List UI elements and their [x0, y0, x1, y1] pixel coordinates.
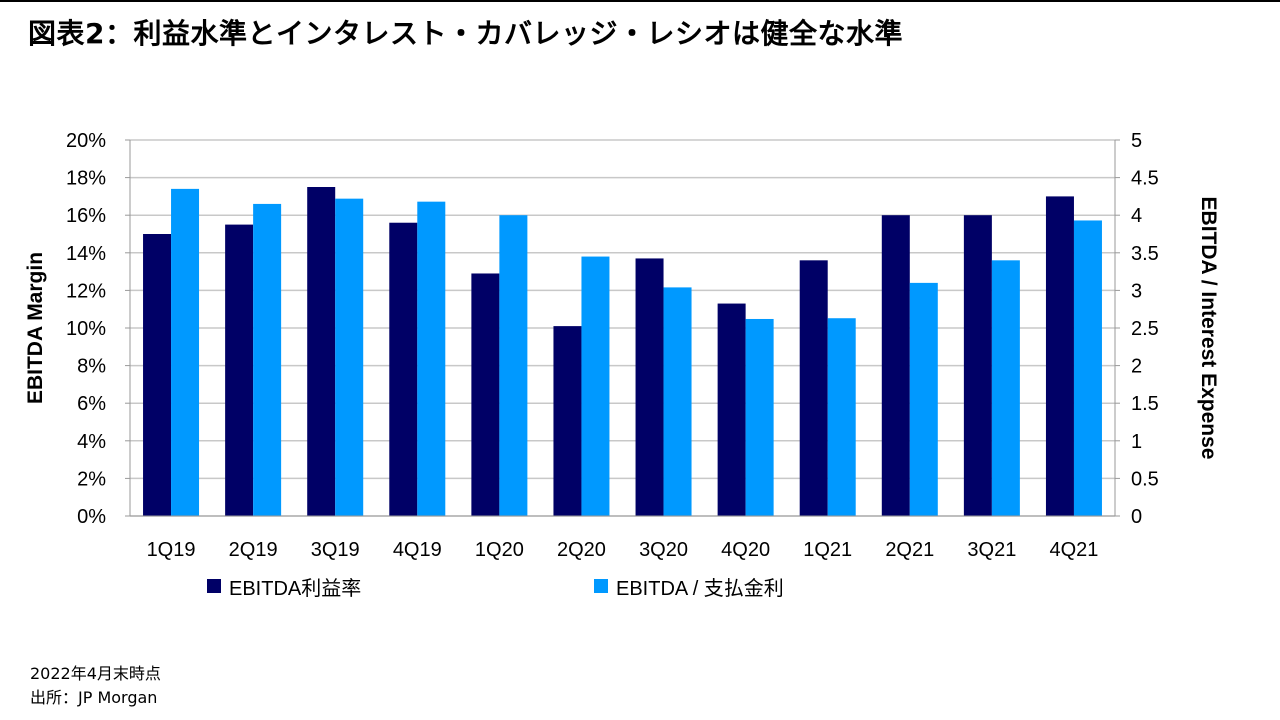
bar-ebitda-margin [635, 258, 664, 516]
x-tick-label: 1Q21 [803, 539, 852, 561]
y-left-axis-title: EBITDA Margin [24, 252, 47, 404]
bar-ebitda-margin [389, 222, 418, 516]
left-tick-label: 10% [66, 318, 106, 340]
bar-ebitda-margin [799, 260, 828, 516]
bar-ebitda-margin [717, 303, 746, 516]
x-tick-label: 3Q21 [967, 539, 1016, 561]
footnote-date: 2022年4月末時点 [30, 664, 161, 683]
bar-ebitda-margin [1045, 196, 1074, 516]
bar-ebitda-margin [471, 273, 500, 516]
right-tick-label: 3.5 [1131, 243, 1159, 265]
x-tick-label: 2Q21 [885, 539, 934, 561]
x-tick-label: 1Q19 [147, 539, 196, 561]
legend-swatch [207, 579, 221, 593]
legend-label: EBITDA利益率 [229, 577, 361, 600]
x-tick-label: 4Q19 [393, 539, 442, 561]
left-tick-label: 14% [66, 243, 106, 265]
x-tick-label: 4Q20 [721, 539, 770, 561]
bar-ebitda-margin [963, 215, 992, 516]
bar-interest-coverage [499, 215, 528, 516]
footnote-source: 出所：JP Morgan [30, 688, 158, 707]
x-tick-label: 4Q21 [1049, 539, 1098, 561]
x-tick-label: 2Q20 [557, 539, 606, 561]
y-right-axis-title: EBITDA / Interest Expense [1197, 197, 1220, 460]
bar-interest-coverage [991, 260, 1020, 516]
bar-interest-coverage [909, 282, 938, 516]
bar-interest-coverage [253, 203, 282, 517]
left-tick-label: 2% [77, 468, 106, 490]
right-tick-label: 4 [1131, 205, 1142, 227]
right-tick-label: 1.5 [1131, 393, 1159, 415]
right-tick-label: 1 [1131, 431, 1142, 453]
left-tick-label: 12% [66, 280, 106, 302]
right-tick-label: 3 [1131, 280, 1142, 302]
left-tick-label: 18% [66, 168, 106, 190]
right-tick-label: 4.5 [1131, 168, 1159, 190]
right-tick-label: 2 [1131, 356, 1142, 378]
bar-interest-coverage [581, 256, 610, 516]
bar-ebitda-margin [225, 224, 254, 516]
right-tick-label: 0.5 [1131, 468, 1159, 490]
legend-swatch [594, 579, 608, 593]
bar-ebitda-margin [553, 326, 582, 516]
left-tick-label: 16% [66, 205, 106, 227]
top-rule [0, 0, 1280, 2]
x-tick-label: 2Q19 [229, 539, 278, 561]
x-tick-label: 3Q20 [639, 539, 688, 561]
x-tick-label: 3Q19 [311, 539, 360, 561]
right-tick-label: 0 [1131, 506, 1142, 528]
right-tick-label: 5 [1131, 130, 1142, 152]
right-tick-label: 2.5 [1131, 318, 1159, 340]
bar-interest-coverage [827, 318, 856, 516]
left-tick-label: 20% [66, 130, 106, 152]
bar-interest-coverage [335, 198, 364, 516]
left-tick-label: 8% [77, 356, 106, 378]
legend-label: EBITDA / 支払金利 [616, 577, 784, 600]
bar-ebitda-margin [881, 215, 910, 516]
bar-ebitda-margin [307, 187, 336, 516]
bar-ebitda-margin [143, 234, 172, 516]
chart-title: 図表2：利益水準とインタレスト・カバレッジ・レシオは健全な水準 [28, 17, 903, 50]
bar-interest-coverage [171, 188, 200, 516]
bar-interest-coverage [1073, 220, 1102, 517]
left-tick-label: 6% [77, 393, 106, 415]
bar-interest-coverage [417, 201, 446, 516]
bar-interest-coverage [745, 318, 774, 516]
left-tick-label: 0% [77, 506, 106, 528]
bar-interest-coverage [663, 287, 692, 516]
x-tick-label: 1Q20 [475, 539, 524, 561]
left-tick-label: 4% [77, 431, 106, 453]
